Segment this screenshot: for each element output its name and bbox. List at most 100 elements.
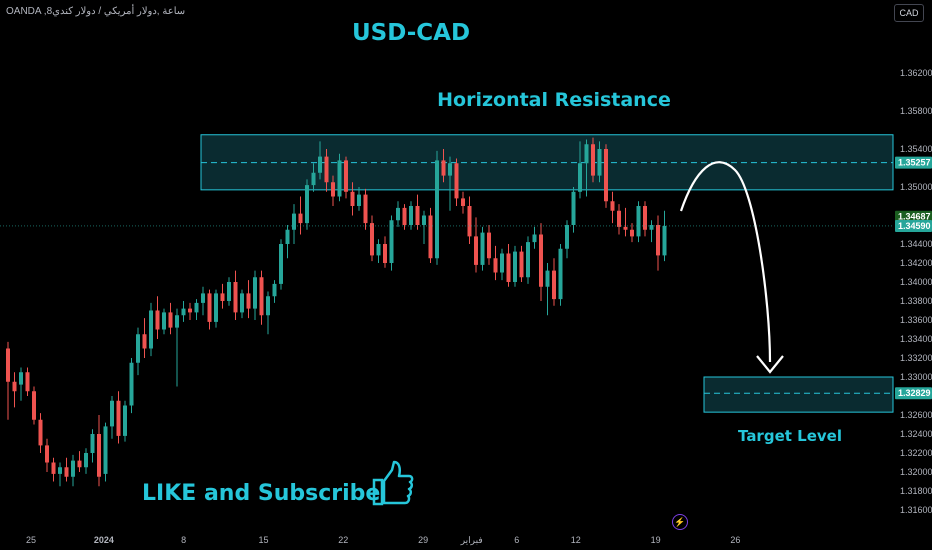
candle-body: [71, 460, 75, 477]
candle-body: [610, 201, 615, 211]
target-label: Target Level: [738, 427, 842, 445]
price-label-box: [895, 156, 932, 169]
candle-body: [539, 234, 543, 287]
price-tick-label: 1.34000: [900, 277, 932, 287]
candle-body: [188, 308, 192, 313]
candle-body: [103, 426, 108, 474]
candle-body: [12, 381, 17, 392]
forecast-arrow-head: [756, 355, 784, 374]
candle-body: [454, 163, 459, 199]
overlay-layer: [0, 161, 893, 374]
candle-body: [266, 296, 270, 316]
price-tick-label: 1.32000: [900, 467, 932, 477]
candle-body: [584, 144, 589, 164]
candle-body: [45, 445, 49, 463]
time-axis[interactable]: 25 2024 8 15 22 29 فبراير 6 12 19 26: [26, 535, 740, 546]
price-tick-label: 1.35800: [900, 106, 932, 116]
price-tick-label: 1.35000: [900, 182, 932, 192]
price-tick-label: 1.33400: [900, 334, 932, 344]
currency-button[interactable]: CAD: [894, 4, 924, 22]
candles-layer: [6, 137, 667, 487]
symbol-info[interactable]: OANDA ,8ساعة ,دولار أمريكي / دولار كندي: [6, 6, 186, 17]
price-axis[interactable]: 1.36200 1.35800 1.35400 1.35000 1.34400 1.342…: [895, 68, 932, 515]
candle-body: [220, 293, 225, 301]
candle-body: [513, 251, 517, 282]
thumbs-up-icon: [372, 460, 414, 506]
candle-body: [409, 206, 413, 225]
candle-body: [350, 191, 355, 206]
price-label-text: 1.35257: [898, 158, 931, 168]
candle-body: [272, 283, 277, 297]
candle-body: [311, 172, 316, 186]
candle-body: [227, 282, 231, 301]
candle-body: [279, 244, 283, 284]
price-tick-label: 1.32400: [900, 429, 932, 439]
time-tick-label: فبراير: [460, 535, 483, 546]
candle-body: [246, 293, 251, 309]
candle-body: [116, 400, 121, 436]
candle-body: [500, 253, 504, 273]
candle-body: [305, 185, 309, 224]
candle-body: [162, 312, 166, 330]
candle-body: [240, 293, 244, 313]
time-tick-label: 2024: [94, 535, 114, 545]
candle-body: [578, 163, 582, 192]
candle-body: [331, 182, 335, 197]
candle-body: [565, 225, 569, 249]
candle-body: [402, 207, 407, 225]
time-tick-label: 12: [571, 535, 581, 545]
candle-body: [623, 226, 628, 230]
candle-body: [363, 194, 368, 224]
candle-body: [259, 277, 264, 316]
time-tick-label: 19: [651, 535, 661, 545]
price-tick-label: 1.34400: [900, 239, 932, 249]
candle-body: [194, 302, 199, 313]
candle-body: [51, 462, 56, 474]
lightning-icon[interactable]: ⚡: [672, 514, 688, 530]
price-tick-label: 1.32600: [900, 410, 932, 420]
candle-body: [25, 372, 30, 392]
candle-body: [6, 348, 10, 382]
candle-body: [168, 312, 173, 328]
candle-body: [32, 391, 36, 420]
candle-body: [415, 206, 420, 225]
candle-body: [649, 225, 654, 230]
candle-body: [435, 160, 439, 259]
time-tick-label: 26: [730, 535, 740, 545]
time-tick-label: 15: [258, 535, 268, 545]
candle-body: [461, 198, 465, 206]
zone-box: [703, 376, 894, 413]
candle-body: [630, 229, 634, 237]
candle-body: [201, 293, 205, 303]
price-label-text: 1.34687: [898, 212, 931, 222]
candle-body: [84, 453, 88, 468]
chart-title: USD-CAD: [352, 20, 470, 46]
price-tick-label: 1.31600: [900, 505, 932, 515]
candle-body: [90, 434, 95, 453]
time-tick-label: 22: [338, 535, 348, 545]
candle-body: [428, 215, 433, 259]
price-tick-label: 1.34200: [900, 258, 932, 268]
candle-body: [558, 248, 563, 300]
candle-body: [292, 213, 296, 230]
candle-body: [597, 149, 602, 176]
candle-body: [480, 232, 485, 265]
time-tick-label: 8: [181, 535, 186, 545]
price-label-text: 1.34590: [898, 221, 931, 231]
candle-body: [487, 232, 491, 259]
candle-body: [448, 163, 452, 176]
candle-body: [370, 223, 374, 256]
candle-body: [77, 460, 82, 468]
candle-body: [493, 258, 498, 273]
candle-body: [571, 191, 576, 225]
candle-body: [38, 419, 43, 446]
price-label-text: 1.32829: [898, 388, 931, 398]
price-label-box: [895, 210, 932, 223]
candle-body: [58, 467, 62, 474]
candle-body: [214, 293, 218, 322]
like-subscribe-text: LIKE and Subscribe: [142, 481, 380, 506]
candle-body: [97, 434, 101, 477]
candle-body: [591, 144, 595, 176]
candle-body: [441, 160, 446, 176]
